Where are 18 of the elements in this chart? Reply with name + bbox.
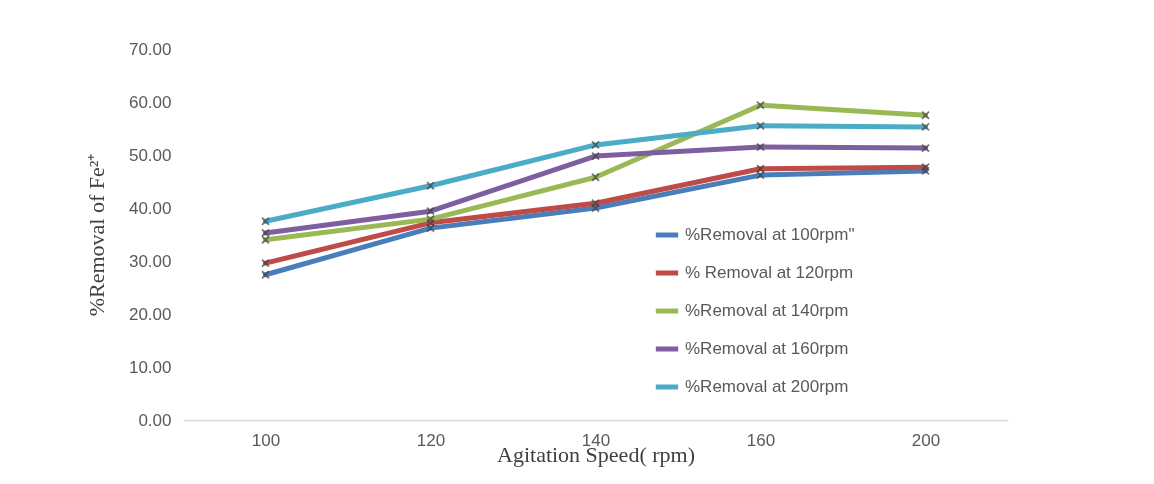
legend-label: %Removal at 100rpm" [685, 225, 855, 244]
x-tick-label: 200 [911, 430, 941, 450]
legend-label: %Removal at 160rpm [685, 339, 849, 358]
y-tick-label: 0.00 [138, 410, 172, 430]
legend-label: % Removal at 120rpm [685, 263, 854, 282]
y-tick-label: 20.00 [128, 304, 172, 324]
y-tick-label: 40.00 [128, 198, 172, 218]
y-tick-label: 70.00 [128, 39, 172, 59]
y-tick-label: 30.00 [128, 251, 172, 271]
legend-label: %Removal at 200rpm [685, 377, 849, 396]
legend-label: %Removal at 140rpm [685, 301, 849, 320]
y-tick-label: 60.00 [128, 92, 172, 112]
y-axis-title: %Removal of Fe²⁺ [83, 153, 109, 317]
x-tick-label: 100 [251, 430, 281, 450]
x-tick-label: 160 [746, 430, 776, 450]
y-tick-label: 10.00 [128, 357, 172, 377]
y-tick-label: 50.00 [128, 145, 172, 165]
x-tick-label: 120 [416, 430, 446, 450]
